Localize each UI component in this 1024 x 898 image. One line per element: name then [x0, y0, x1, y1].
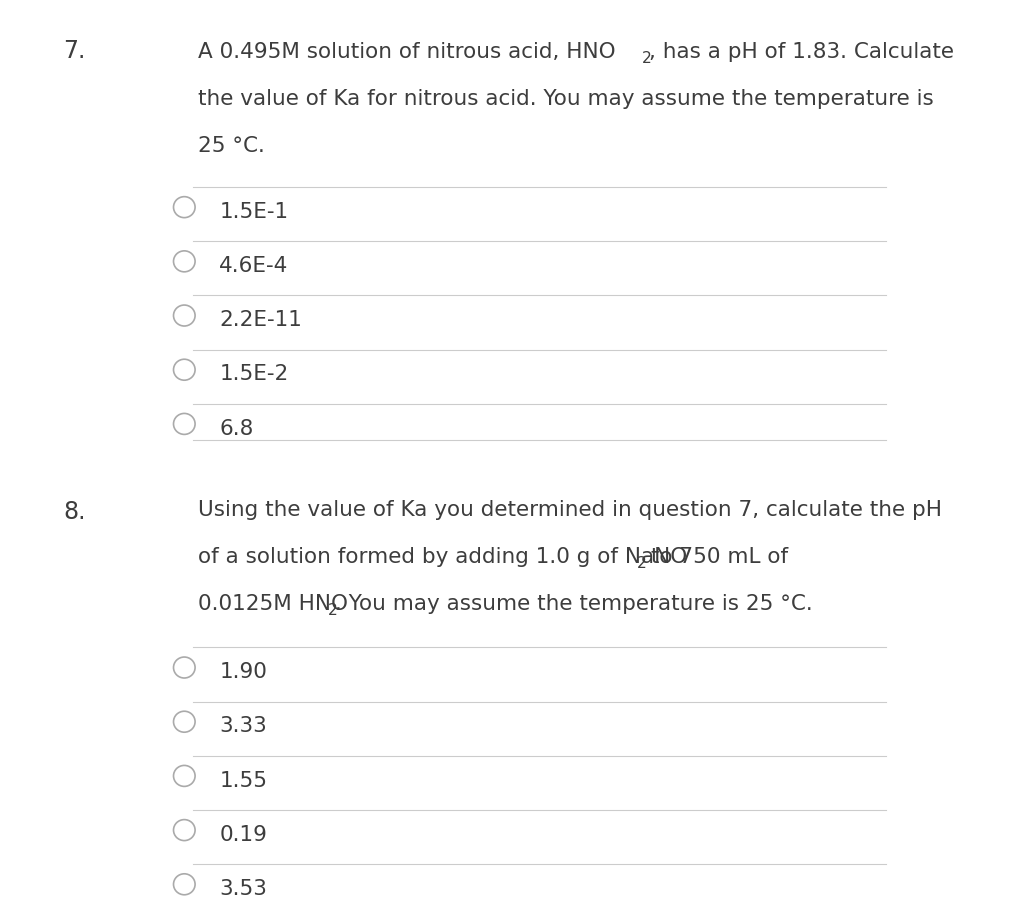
Text: . You may assume the temperature is 25 °C.: . You may assume the temperature is 25 °… — [335, 594, 813, 614]
Text: 6.8: 6.8 — [219, 418, 254, 438]
Text: 3.53: 3.53 — [219, 879, 267, 898]
Text: 4.6E-4: 4.6E-4 — [219, 256, 289, 276]
Text: the value of Ka for nitrous acid. You may assume the temperature is: the value of Ka for nitrous acid. You ma… — [198, 89, 934, 110]
Text: 2.2E-11: 2.2E-11 — [219, 311, 302, 330]
Text: 2: 2 — [637, 556, 646, 570]
Text: 2: 2 — [328, 603, 338, 618]
Text: 2: 2 — [642, 50, 651, 66]
Text: 1.90: 1.90 — [219, 663, 267, 682]
Text: 0.19: 0.19 — [219, 825, 267, 845]
Text: of a solution formed by adding 1.0 g of NaNO: of a solution formed by adding 1.0 g of … — [198, 547, 687, 567]
Text: Using the value of Ka you determined in question 7, calculate the pH: Using the value of Ka you determined in … — [198, 499, 942, 520]
Text: 7.: 7. — [62, 40, 85, 64]
Text: to 750 mL of: to 750 mL of — [644, 547, 787, 567]
Text: 25 °C.: 25 °C. — [198, 136, 264, 156]
Text: 1.5E-2: 1.5E-2 — [219, 365, 289, 384]
Text: , has a pH of 1.83. Calculate: , has a pH of 1.83. Calculate — [649, 42, 954, 62]
Text: 1.55: 1.55 — [219, 770, 267, 790]
Text: 1.5E-1: 1.5E-1 — [219, 202, 289, 222]
Text: 3.33: 3.33 — [219, 717, 267, 736]
Text: 0.0125M HNO: 0.0125M HNO — [198, 594, 348, 614]
Text: 8.: 8. — [62, 499, 85, 524]
Text: A 0.495M solution of nitrous acid, HNO: A 0.495M solution of nitrous acid, HNO — [198, 42, 615, 62]
